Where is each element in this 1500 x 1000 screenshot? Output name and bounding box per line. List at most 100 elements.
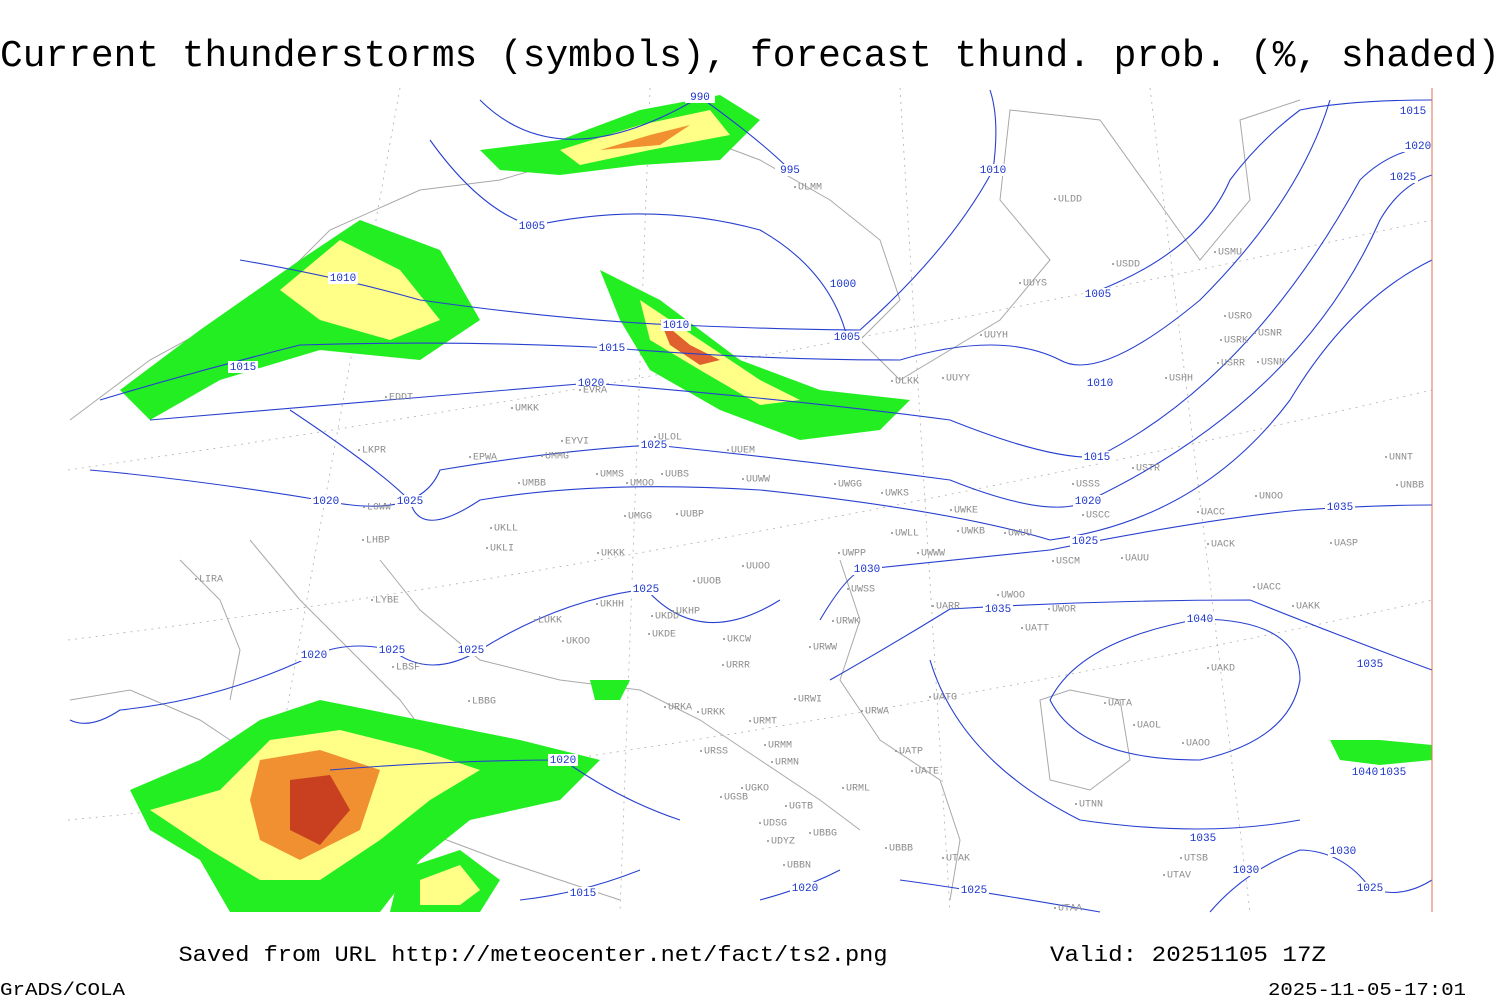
isobar-labels: 990 995 1005 1010 1000 1005 1010 1015 1015 1020 10… (228, 91, 1433, 900)
station-label: URRR (726, 661, 750, 672)
station-label: UUOB (697, 577, 721, 588)
station-label: UATG (933, 693, 957, 704)
station-dot (1180, 857, 1182, 859)
station-label: LIRA (199, 575, 223, 586)
isobar-label: 1020 (578, 378, 604, 390)
station-label: UAOO (1186, 739, 1210, 750)
station-label: UAKK (1296, 602, 1320, 613)
station-label: UKDD (655, 612, 679, 623)
station-label: UATP (899, 747, 923, 758)
isobar-label: 1010 (980, 165, 1006, 177)
isobar-label-bg (395, 495, 425, 507)
station-dot (362, 539, 364, 541)
station-label: UUYH (984, 331, 1008, 342)
isobar-label-bg (1378, 766, 1408, 778)
station-label: UKOO (566, 637, 590, 648)
station-label: UTAK (946, 854, 970, 865)
station-dot (1224, 315, 1226, 317)
isobar-label-bg (983, 603, 1013, 615)
station-dot (468, 700, 470, 702)
station-dot (942, 857, 944, 859)
station-dot (723, 638, 725, 640)
isobar-label: 1020 (550, 755, 576, 767)
station-dot (794, 186, 796, 188)
station-dot (749, 720, 751, 722)
station-dot (596, 473, 598, 475)
isobar-label-bg (1082, 451, 1112, 463)
station-label: UAOL (1137, 721, 1161, 732)
station-dot (722, 664, 724, 666)
station-label: UWKB (961, 527, 985, 538)
station-dot (1104, 702, 1106, 704)
station-dot (664, 706, 666, 708)
station-label: UTSB (1184, 854, 1208, 865)
station-dot (534, 619, 536, 621)
station-dot (759, 822, 761, 824)
station-dot (1075, 803, 1077, 805)
station-dot (794, 698, 796, 700)
isobar-label-bg (328, 272, 358, 284)
station-labels: ULMM ULDD USDD USMU UUYS UUYH USRO USNR USRK USRR… (195, 183, 1424, 915)
station-dot (842, 787, 844, 789)
isobar-label: 1010 (663, 320, 689, 332)
station-label: UWPP (842, 549, 866, 560)
station-label: UKKK (601, 549, 625, 560)
station-label: UDSG (763, 819, 787, 830)
station-dot (1165, 377, 1167, 379)
station-label: UNOO (1259, 492, 1283, 503)
isobar-label-bg (1083, 288, 1113, 300)
station-dot (895, 750, 897, 752)
station-dot (1054, 198, 1056, 200)
station-label: UMBB (522, 479, 546, 490)
station-label: UUOO (746, 562, 770, 573)
isobar-label-bg (828, 278, 858, 290)
station-label: UWWW (921, 549, 945, 560)
station-dot (785, 805, 787, 807)
valid-time: Valid: 20251105 17Z (1050, 943, 1326, 968)
isobar-label: 1005 (834, 332, 860, 344)
station-dot (626, 482, 628, 484)
station-dot (672, 610, 674, 612)
station-label: UARR (936, 602, 960, 613)
station-label: URMN (775, 758, 799, 769)
station-label: UUYS (1023, 279, 1047, 290)
station-label: UASP (1334, 539, 1358, 550)
station-label: UKHH (600, 600, 624, 611)
isobar-label-bg (1085, 377, 1115, 389)
timestamp: 2025-11-05-17:01 (1268, 981, 1466, 1000)
station-dot (1182, 742, 1184, 744)
isobar-label: 1040 (1187, 614, 1213, 626)
isobar-label-bg (1231, 864, 1261, 876)
isobar-label-bg (377, 644, 407, 656)
station-label: UTNN (1079, 800, 1103, 811)
isobar-label: 1020 (1075, 496, 1101, 508)
isobar-label: 1005 (519, 221, 545, 233)
station-dot (676, 513, 678, 515)
isobar-label: 1020 (301, 650, 327, 662)
station-dot (929, 696, 931, 698)
station-label: URWI (798, 695, 822, 706)
isobar-label-bg (1403, 140, 1433, 152)
station-dot (957, 530, 959, 532)
station-dot (932, 605, 934, 607)
station-label: UKHP (676, 607, 700, 618)
station-dot (469, 456, 471, 458)
station-dot (980, 334, 982, 336)
isobar-label: 1025 (458, 645, 484, 657)
isobar-label-bg (1398, 105, 1428, 117)
station-dot (783, 864, 785, 866)
station-label: USTR (1136, 464, 1160, 475)
station-dot (861, 710, 863, 712)
station-label: ULKK (895, 377, 919, 388)
station-label: USHH (1169, 374, 1193, 385)
station-dot (511, 407, 513, 409)
station-label: USRK (1224, 336, 1248, 347)
station-dot (1207, 543, 1209, 545)
station-label: LUKK (538, 616, 562, 627)
station-label: UBBB (889, 844, 913, 855)
station-label: UWUU (1008, 529, 1032, 540)
station-label: UACC (1257, 583, 1281, 594)
isobar-label: 1000 (830, 279, 856, 291)
isobar-label-bg (631, 583, 661, 595)
